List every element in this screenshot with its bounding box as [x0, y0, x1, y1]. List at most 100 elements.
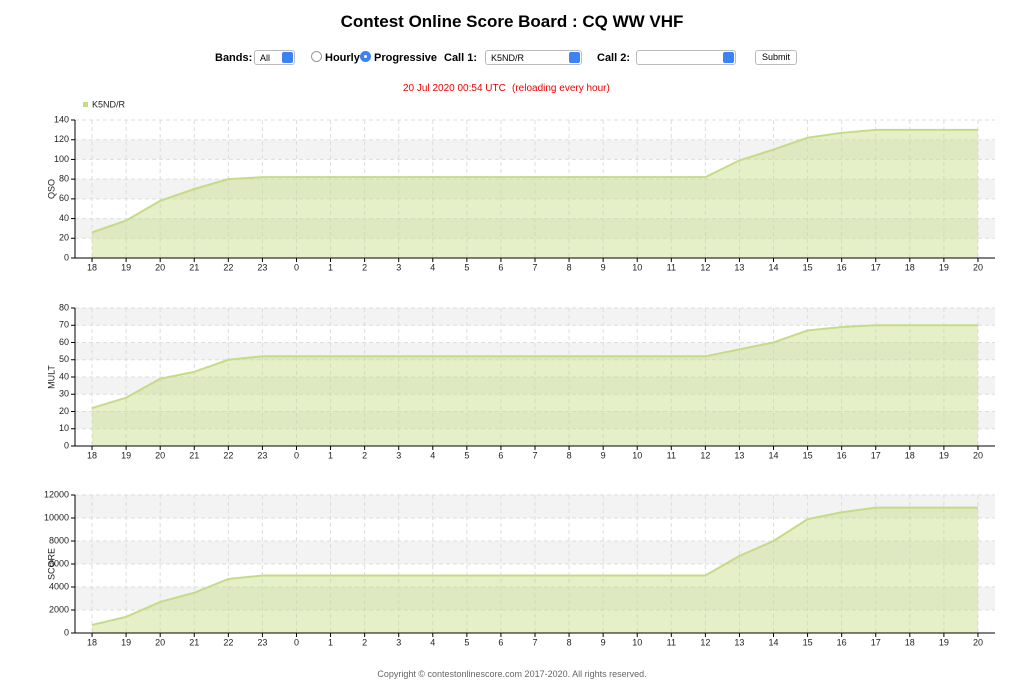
x-tick-label: 20	[973, 637, 983, 647]
x-tick-label: 2	[362, 637, 367, 647]
y-tick-label: 40	[59, 371, 69, 381]
y-tick-label: 0	[64, 252, 69, 262]
y-tick-label: 20	[59, 406, 69, 416]
x-tick-label: 17	[871, 450, 881, 460]
hourly-label[interactable]: Hourly	[325, 52, 360, 64]
x-tick-label: 19	[939, 450, 949, 460]
area	[92, 325, 978, 446]
x-tick-label: 18	[87, 637, 97, 647]
y-tick-label: 4000	[49, 581, 69, 591]
grid-band	[75, 587, 995, 610]
x-tick-label: 2	[362, 450, 367, 460]
x-tick-label: 18	[87, 262, 97, 272]
x-tick-label: 2	[362, 262, 367, 272]
y-tick-label: 70	[59, 320, 69, 330]
x-tick-label: 12	[700, 637, 710, 647]
call1-value: K5ND/R	[491, 53, 525, 63]
x-tick-label: 0	[294, 637, 299, 647]
x-tick-label: 20	[973, 450, 983, 460]
y-tick-label: 120	[54, 134, 69, 144]
x-tick-label: 13	[734, 637, 744, 647]
x-tick-label: 20	[155, 637, 165, 647]
x-tick-label: 9	[601, 262, 606, 272]
x-tick-label: 4	[430, 262, 435, 272]
x-tick-label: 21	[189, 262, 199, 272]
x-tick-label: 6	[498, 450, 503, 460]
y-tick-label: 100	[54, 154, 69, 164]
x-tick-label: 20	[973, 262, 983, 272]
x-tick-label: 19	[121, 637, 131, 647]
x-tick-label: 1	[328, 450, 333, 460]
x-tick-label: 15	[803, 262, 813, 272]
progressive-label[interactable]: Progressive	[374, 52, 437, 64]
x-tick-label: 3	[396, 450, 401, 460]
select-arrow	[282, 52, 293, 63]
page-title: Contest Online Score Board : CQ WW VHF	[340, 12, 684, 31]
x-tick-label: 21	[189, 450, 199, 460]
x-tick-label: 18	[905, 637, 915, 647]
x-tick-label: 0	[294, 450, 299, 460]
x-tick-label: 11	[667, 450, 676, 460]
y-axis-label: SCORE	[46, 548, 56, 580]
x-tick-label: 23	[257, 450, 267, 460]
call1-label: Call 1:	[444, 52, 478, 64]
progressive-radio[interactable]	[360, 51, 371, 62]
y-tick-label: 60	[59, 337, 69, 347]
select-arrow	[723, 52, 734, 63]
x-tick-label: 22	[223, 262, 233, 272]
y-tick-label: 80	[59, 302, 69, 312]
bands-select[interactable]: All	[254, 50, 295, 65]
x-tick-label: 13	[734, 262, 744, 272]
call2-select[interactable]	[636, 50, 736, 65]
line	[91, 506, 978, 626]
x-tick-label: 9	[601, 450, 606, 460]
area	[92, 507, 978, 633]
area	[92, 129, 978, 258]
x-tick-label: 4	[430, 637, 435, 647]
y-tick-label: 2000	[49, 604, 69, 614]
bands-label: Bands:	[215, 52, 253, 64]
line	[91, 324, 978, 410]
x-tick-label: 10	[632, 262, 642, 272]
y-tick-label: 0	[64, 440, 69, 450]
x-tick-label: 1	[328, 262, 333, 272]
x-tick-label: 5	[464, 450, 469, 460]
x-tick-label: 0	[294, 262, 299, 272]
x-tick-label: 22	[223, 450, 233, 460]
x-tick-label: 18	[905, 262, 915, 272]
x-tick-label: 16	[837, 637, 847, 647]
x-tick-label: 14	[769, 450, 779, 460]
call2-label: Call 2:	[597, 52, 631, 64]
select-arrow	[569, 52, 580, 63]
line	[91, 128, 978, 234]
submit-button[interactable]: Submit	[755, 50, 798, 65]
x-tick-label: 20	[155, 262, 165, 272]
x-tick-label: 19	[121, 450, 131, 460]
y-axis-label: QSO	[46, 179, 56, 199]
y-tick-label: 6000	[49, 558, 69, 568]
x-tick-label: 10	[632, 637, 642, 647]
y-tick-label: 20	[59, 233, 69, 243]
y-tick-label: 60	[59, 193, 69, 203]
y-tick-label: 12000	[44, 489, 69, 499]
call1-select[interactable]: K5ND/R	[485, 50, 582, 65]
x-tick-label: 23	[257, 637, 267, 647]
x-tick-label: 14	[769, 262, 779, 272]
x-tick-label: 11	[667, 262, 676, 272]
x-tick-label: 10	[632, 450, 642, 460]
y-tick-label: 80	[59, 174, 69, 184]
x-tick-label: 19	[121, 262, 131, 272]
x-tick-label: 12	[700, 262, 710, 272]
x-tick-label: 12	[700, 450, 710, 460]
hourly-radio[interactable]	[311, 51, 322, 62]
x-tick-label: 13	[734, 450, 744, 460]
y-axis-label: MULT	[46, 365, 56, 389]
x-tick-label: 16	[837, 262, 847, 272]
x-tick-label: 6	[498, 637, 503, 647]
x-tick-label: 6	[498, 262, 503, 272]
x-tick-label: 22	[223, 637, 233, 647]
x-tick-label: 18	[905, 450, 915, 460]
x-tick-label: 21	[189, 637, 199, 647]
x-tick-label: 3	[396, 637, 401, 647]
